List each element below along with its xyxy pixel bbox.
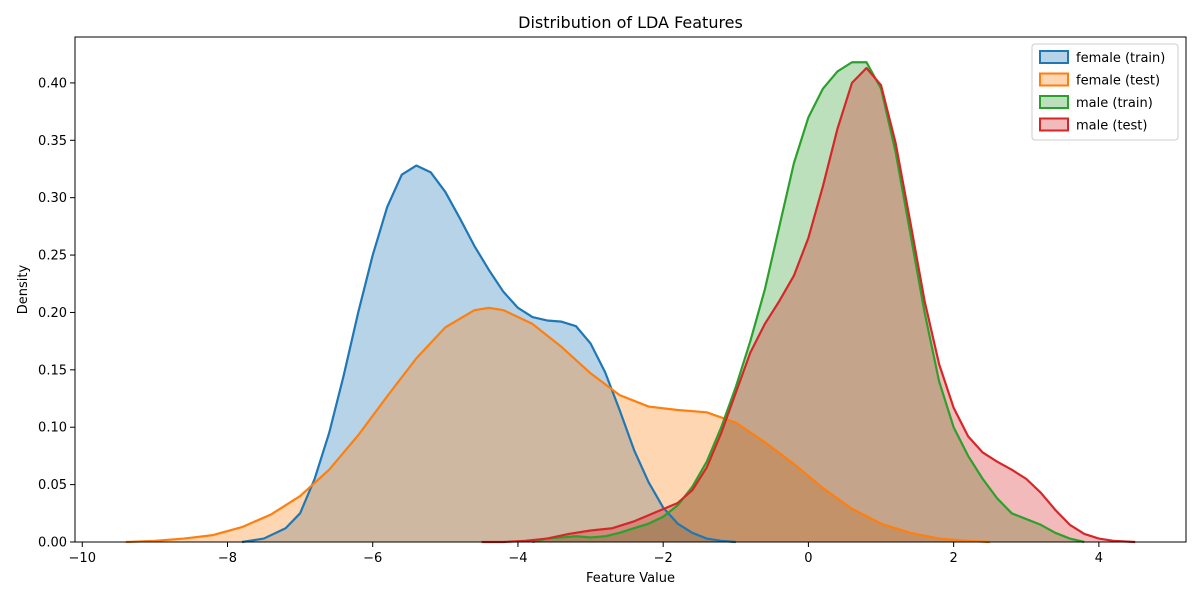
line-male-test [481,66,1136,544]
y-tick-label: 0.30 [38,191,67,206]
y-axis-ticks: 0.00 0.05 0.10 0.15 0.20 0.25 0.30 0.35 0.40 [38,76,75,551]
legend: female (train) female (test) male (train) m… [1031,43,1179,141]
y-axis-label: Density [16,264,31,314]
y-tick-label: 0.00 [38,536,67,551]
x-tick-label: −8 [218,551,237,566]
legend-swatch [1039,50,1069,64]
density-areas [125,62,1136,543]
area-female-test [125,307,990,542]
x-tick-label: 0 [804,551,812,566]
x-tick-label: −2 [654,551,673,566]
legend-label: female (train) [1076,51,1165,66]
legend-swatch [1039,72,1069,87]
area-male-train [532,62,1085,542]
y-tick-label: 0.25 [38,249,67,264]
x-tick-label: −4 [508,551,527,566]
line-male-train [532,61,1085,544]
chart-title: Distribution of LDA Features [518,13,743,32]
y-tick-label: 0.15 [38,363,67,378]
y-tick-label: 0.20 [38,306,67,321]
y-tick-label: 0.05 [38,478,67,493]
legend-label: female (test) [1076,74,1160,89]
density-lines [125,61,1136,544]
x-tick-label: 4 [1095,551,1103,566]
x-tick-label: −6 [363,551,382,566]
x-tick-label: 2 [949,551,957,566]
x-axis-label: Feature Value [586,571,675,586]
y-tick-label: 0.40 [38,76,67,91]
legend-swatch [1039,117,1069,132]
legend-swatch [1039,95,1069,109]
x-tick-label: −10 [69,551,96,566]
line-female-test [125,306,990,544]
area-male-test [481,67,1136,543]
legend-label: male (train) [1076,96,1153,111]
plot-frame [74,36,1187,543]
legend-box [1031,43,1179,141]
area-female-train [242,165,736,543]
x-axis-ticks: −10 −8 −6 −4 −2 0 2 4 [69,542,1103,566]
legend-label: male (test) [1076,119,1147,134]
y-tick-label: 0.35 [38,134,67,149]
y-tick-label: 0.10 [38,421,67,436]
line-female-train [241,164,736,544]
